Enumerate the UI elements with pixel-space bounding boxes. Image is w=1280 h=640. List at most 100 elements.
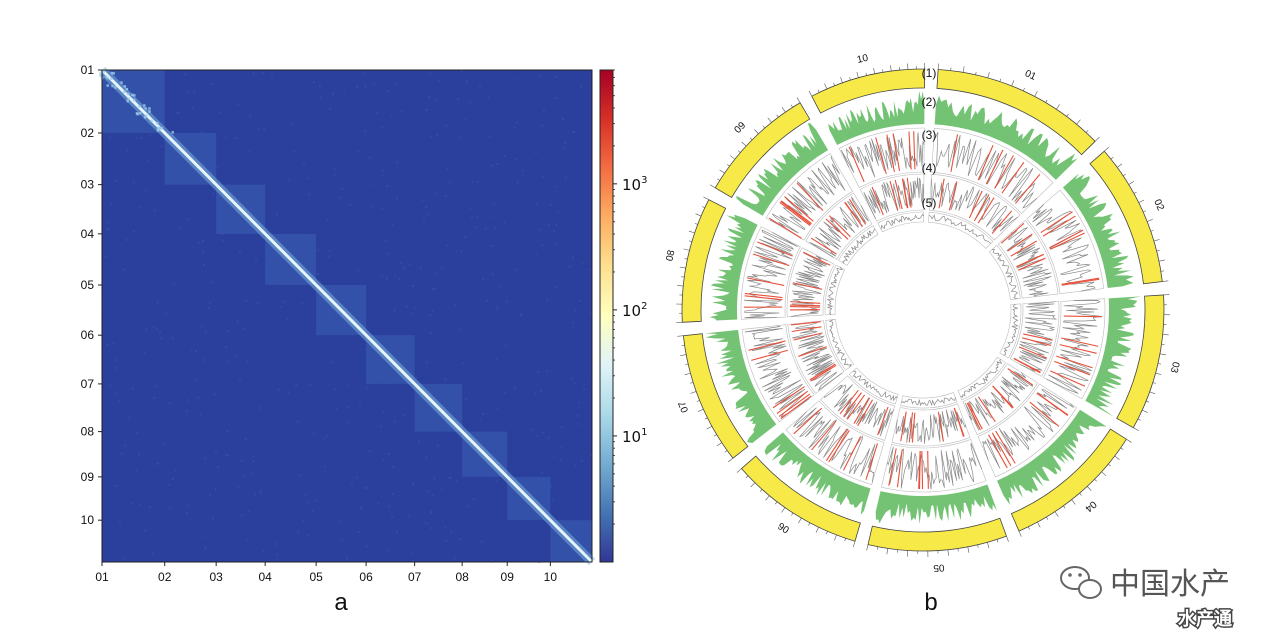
density-track-chr-05 — [875, 484, 998, 524]
colorbar-tick-label-1: 102 — [622, 301, 647, 320]
panel-label-b: b — [924, 589, 937, 616]
track-5-chr-04 — [960, 359, 1003, 398]
y-tick-label-06: 06 — [81, 328, 95, 342]
density-track-chr-07 — [705, 329, 777, 444]
x-tick-label-09: 09 — [501, 570, 515, 584]
density-track-chr-09 — [736, 123, 829, 216]
y-tick-label-07: 07 — [81, 377, 95, 391]
density-track-chr-04 — [997, 409, 1107, 505]
track-4-chr-07 — [791, 321, 843, 391]
y-tick-label-08: 08 — [81, 425, 95, 439]
ideogram-chr-04 — [1010, 428, 1127, 532]
circos-track-labels: (1) (2) (3) (4) (5) — [922, 66, 937, 210]
track-3-chr-07 — [744, 325, 810, 418]
track-4-chr-04 — [964, 371, 1034, 431]
x-tick-label-05: 05 — [309, 570, 323, 584]
x-tick-label-07: 07 — [408, 570, 422, 584]
track-label-2: (2) — [922, 95, 937, 109]
track-label-3: (3) — [922, 128, 937, 142]
heatmap-y-ticks: 01 02 03 04 05 06 07 08 09 10 — [81, 63, 102, 527]
heatmap-x-ticks: 01 02 03 04 05 06 07 08 09 10 — [95, 562, 557, 584]
y-tick-label-05: 05 — [81, 278, 95, 292]
colorbar-ticks: 101 102 103 — [613, 69, 647, 525]
circos-plot: 01 02 03 04 05 06 07 08 09 10 — [664, 53, 1181, 574]
watermark-subtitle: 水产通 — [1178, 608, 1232, 630]
track-3-chr-02 — [1032, 203, 1096, 292]
diagonal-line — [100, 68, 594, 564]
track-5-chr-02 — [991, 248, 1019, 300]
x-tick-label-08: 08 — [455, 570, 469, 584]
ideogram-chr-03 — [1116, 294, 1165, 429]
colorbar — [599, 69, 614, 563]
density-track-chr-10 — [828, 91, 925, 145]
circos-chr-label-08: 08 — [664, 249, 677, 263]
density-track-chr-06 — [764, 432, 871, 515]
circos-chr-label-07: 07 — [677, 399, 692, 414]
circos-chr-label-06: 06 — [776, 519, 792, 534]
y-tick-label-09: 09 — [81, 470, 95, 484]
track-3-chr-04 — [982, 388, 1075, 469]
circos-chr-label-02: 02 — [1151, 198, 1166, 213]
watermark: 中国水产 水产通 — [1060, 566, 1234, 632]
track-3-chr-10 — [840, 132, 925, 178]
x-tick-label-04: 04 — [258, 570, 272, 584]
ideogram-chr-07 — [682, 333, 749, 459]
x-tick-label-01: 01 — [95, 570, 109, 584]
y-tick-label-10: 10 — [81, 513, 95, 527]
track-3-chr-03 — [1046, 300, 1102, 394]
ideogram-chr-08 — [681, 199, 727, 323]
y-tick-label-03: 03 — [81, 178, 95, 192]
circos-panel: 01 02 03 04 05 06 07 08 09 10 (1) (2) (3) (4) (5)… — [664, 53, 1181, 616]
track-5-chr-05 — [901, 397, 956, 407]
circos-chr-label-03: 03 — [1168, 361, 1181, 375]
ideogram-chr-02 — [1089, 150, 1163, 285]
y-tick-label-04: 04 — [81, 227, 95, 241]
colorbar-tick-label-0: 101 — [622, 427, 647, 446]
panel-label-a: a — [334, 589, 348, 616]
track-label-4: (4) — [922, 161, 937, 175]
heatmap-frame — [101, 69, 593, 563]
track-5-chr-08 — [826, 267, 844, 315]
ideogram-chr-01 — [936, 69, 1096, 156]
track-5-chr-03 — [1003, 303, 1019, 356]
x-tick-label-06: 06 — [359, 570, 373, 584]
track-4-chr-09 — [809, 196, 869, 258]
ideogram-chr-05 — [867, 517, 1007, 552]
circos-chr-label-10: 10 — [856, 53, 870, 66]
track-5-chr-07 — [828, 319, 852, 368]
circos-chr-label-09: 09 — [732, 120, 748, 136]
y-tick-label-01: 01 — [81, 63, 95, 77]
ideogram-chr-10 — [811, 68, 926, 114]
ideogram-chr-06 — [740, 455, 861, 542]
heatmap-diagonal — [98, 66, 596, 566]
track-5-chr-09 — [842, 228, 876, 264]
track-5-chr-01 — [928, 214, 992, 244]
x-tick-label-10: 10 — [544, 570, 558, 584]
wechat-icon — [1060, 566, 1102, 599]
density-track-chr-02 — [1062, 173, 1134, 289]
colorbar-tick-label-2: 103 — [622, 175, 647, 194]
circos-chr-label-05: 05 — [933, 562, 945, 574]
hic-heatmap-panel: 01 02 03 04 05 06 07 08 09 10 01 02 03 04 05 06 07 08 09 1… — [81, 63, 648, 616]
track-4-chr-02 — [1006, 227, 1052, 297]
density-track-chr-08 — [709, 214, 758, 321]
track-4-chr-01 — [930, 178, 1018, 232]
density-track-chr-03 — [1085, 296, 1142, 417]
track-label-1: (1) — [922, 66, 937, 80]
track-5-chr-10 — [880, 213, 924, 230]
track-4-chr-05 — [895, 409, 966, 444]
circos-chr-label-01: 01 — [1023, 68, 1038, 83]
x-tick-label-02: 02 — [158, 570, 172, 584]
x-tick-label-03: 03 — [209, 570, 223, 584]
density-track-chr-01 — [934, 95, 1078, 180]
track-5-chr-06 — [852, 370, 898, 402]
track-4-chr-06 — [823, 384, 895, 437]
circos-chr-label-04: 04 — [1082, 498, 1098, 514]
watermark-title: 中国水产 — [1110, 567, 1230, 602]
ideogram-chr-09 — [714, 102, 811, 199]
track-4-chr-03 — [1018, 301, 1058, 372]
track-3-chr-05 — [886, 442, 983, 490]
track-3-chr-01 — [933, 131, 1038, 209]
y-tick-label-02: 02 — [81, 126, 95, 140]
